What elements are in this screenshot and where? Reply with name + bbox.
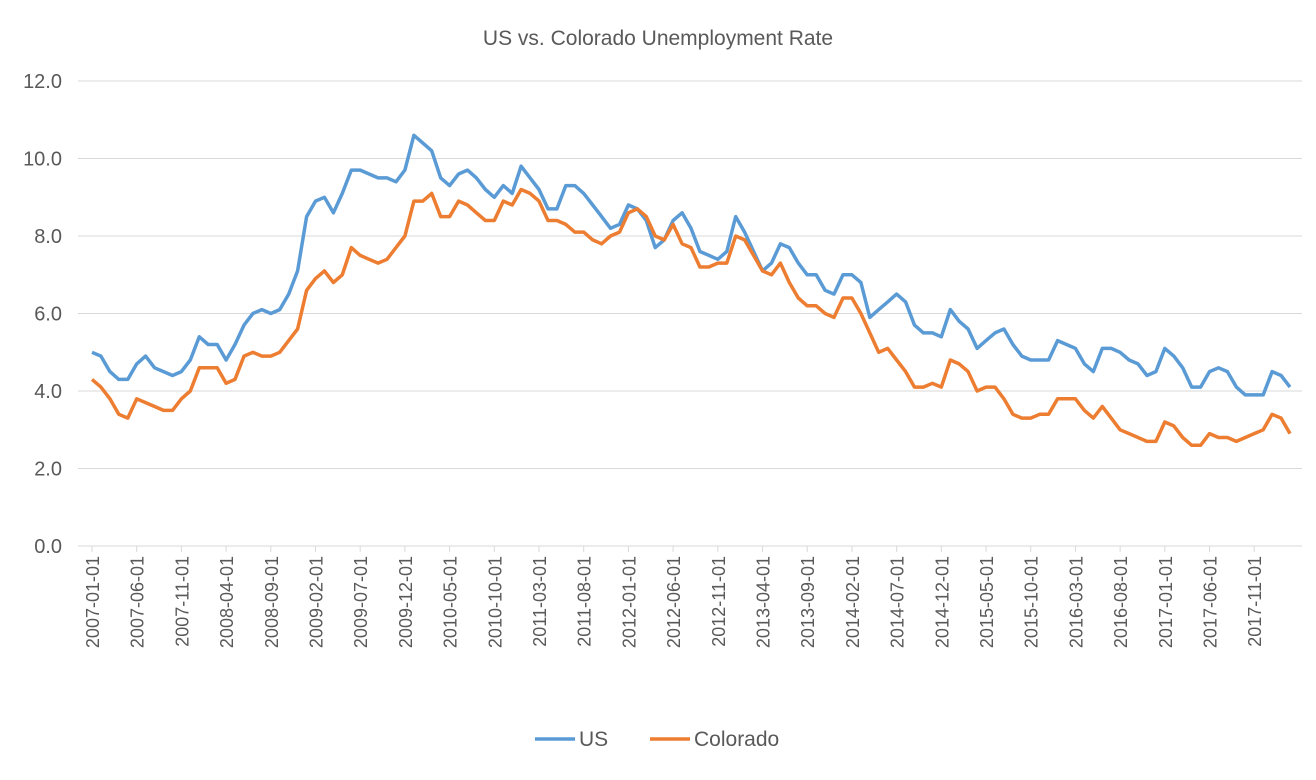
gridlines xyxy=(78,80,1302,547)
legend: US Colorado xyxy=(535,728,779,751)
x-axis-ticks: 2007-01-01 2007-06-01 2007-11-01 2008-04-01… xyxy=(83,546,1265,648)
x-tick-label: 2008-09-01 xyxy=(262,556,282,648)
series-line-us xyxy=(91,133,1292,397)
x-tick-label: 2011-08-01 xyxy=(575,556,595,647)
x-tick-label: 2010-10-01 xyxy=(485,556,505,648)
x-tick-label: 2014-07-01 xyxy=(888,556,908,648)
legend-label: US xyxy=(579,728,608,751)
series-line-colorado xyxy=(90,187,1292,448)
y-tick-label: 0.0 xyxy=(34,536,62,558)
x-tick-label: 2017-01-01 xyxy=(1156,556,1176,648)
x-tick-label: 2014-12-01 xyxy=(932,556,952,648)
x-tick-label: 2017-11-01 xyxy=(1245,556,1265,647)
chart-title: US vs. Colorado Unemployment Rate xyxy=(483,27,833,50)
x-tick-label: 2016-08-01 xyxy=(1111,556,1131,648)
x-tick-label: 2015-05-01 xyxy=(977,556,997,648)
x-tick-label: 2007-06-01 xyxy=(128,556,148,648)
x-tick-label: 2012-06-01 xyxy=(664,556,684,648)
y-tick-label: 8.0 xyxy=(34,226,62,248)
x-tick-label: 2013-09-01 xyxy=(798,556,818,648)
x-tick-label: 2009-07-01 xyxy=(351,556,371,648)
x-tick-label: 2013-04-01 xyxy=(754,556,774,648)
x-tick-label: 2017-06-01 xyxy=(1201,556,1221,648)
x-tick-label: 2016-03-01 xyxy=(1066,556,1086,648)
series-lines xyxy=(90,133,1292,448)
y-tick-label: 6.0 xyxy=(34,304,62,326)
legend-label: Colorado xyxy=(694,728,779,751)
y-tick-label: 12.0 xyxy=(23,71,62,93)
x-tick-label: 2007-01-01 xyxy=(83,556,103,648)
x-tick-label: 2012-11-01 xyxy=(709,556,729,647)
x-tick-label: 2014-02-01 xyxy=(843,556,863,648)
x-tick-label: 2009-02-01 xyxy=(307,556,327,648)
x-tick-label: 2008-04-01 xyxy=(217,556,237,648)
y-tick-label: 4.0 xyxy=(34,381,62,403)
x-tick-label: 2011-03-01 xyxy=(530,556,550,647)
y-tick-label: 2.0 xyxy=(34,459,62,481)
x-tick-label: 2007-11-01 xyxy=(172,556,192,647)
x-tick-label: 2015-10-01 xyxy=(1022,556,1042,648)
y-tick-label: 10.0 xyxy=(23,149,62,171)
y-axis-ticks: 0.0 2.0 4.0 6.0 8.0 10.0 12.0 xyxy=(23,71,62,558)
x-tick-label: 2009-12-01 xyxy=(396,556,416,648)
x-tick-label: 2012-01-01 xyxy=(619,556,639,648)
x-tick-label: 2010-05-01 xyxy=(441,556,461,648)
